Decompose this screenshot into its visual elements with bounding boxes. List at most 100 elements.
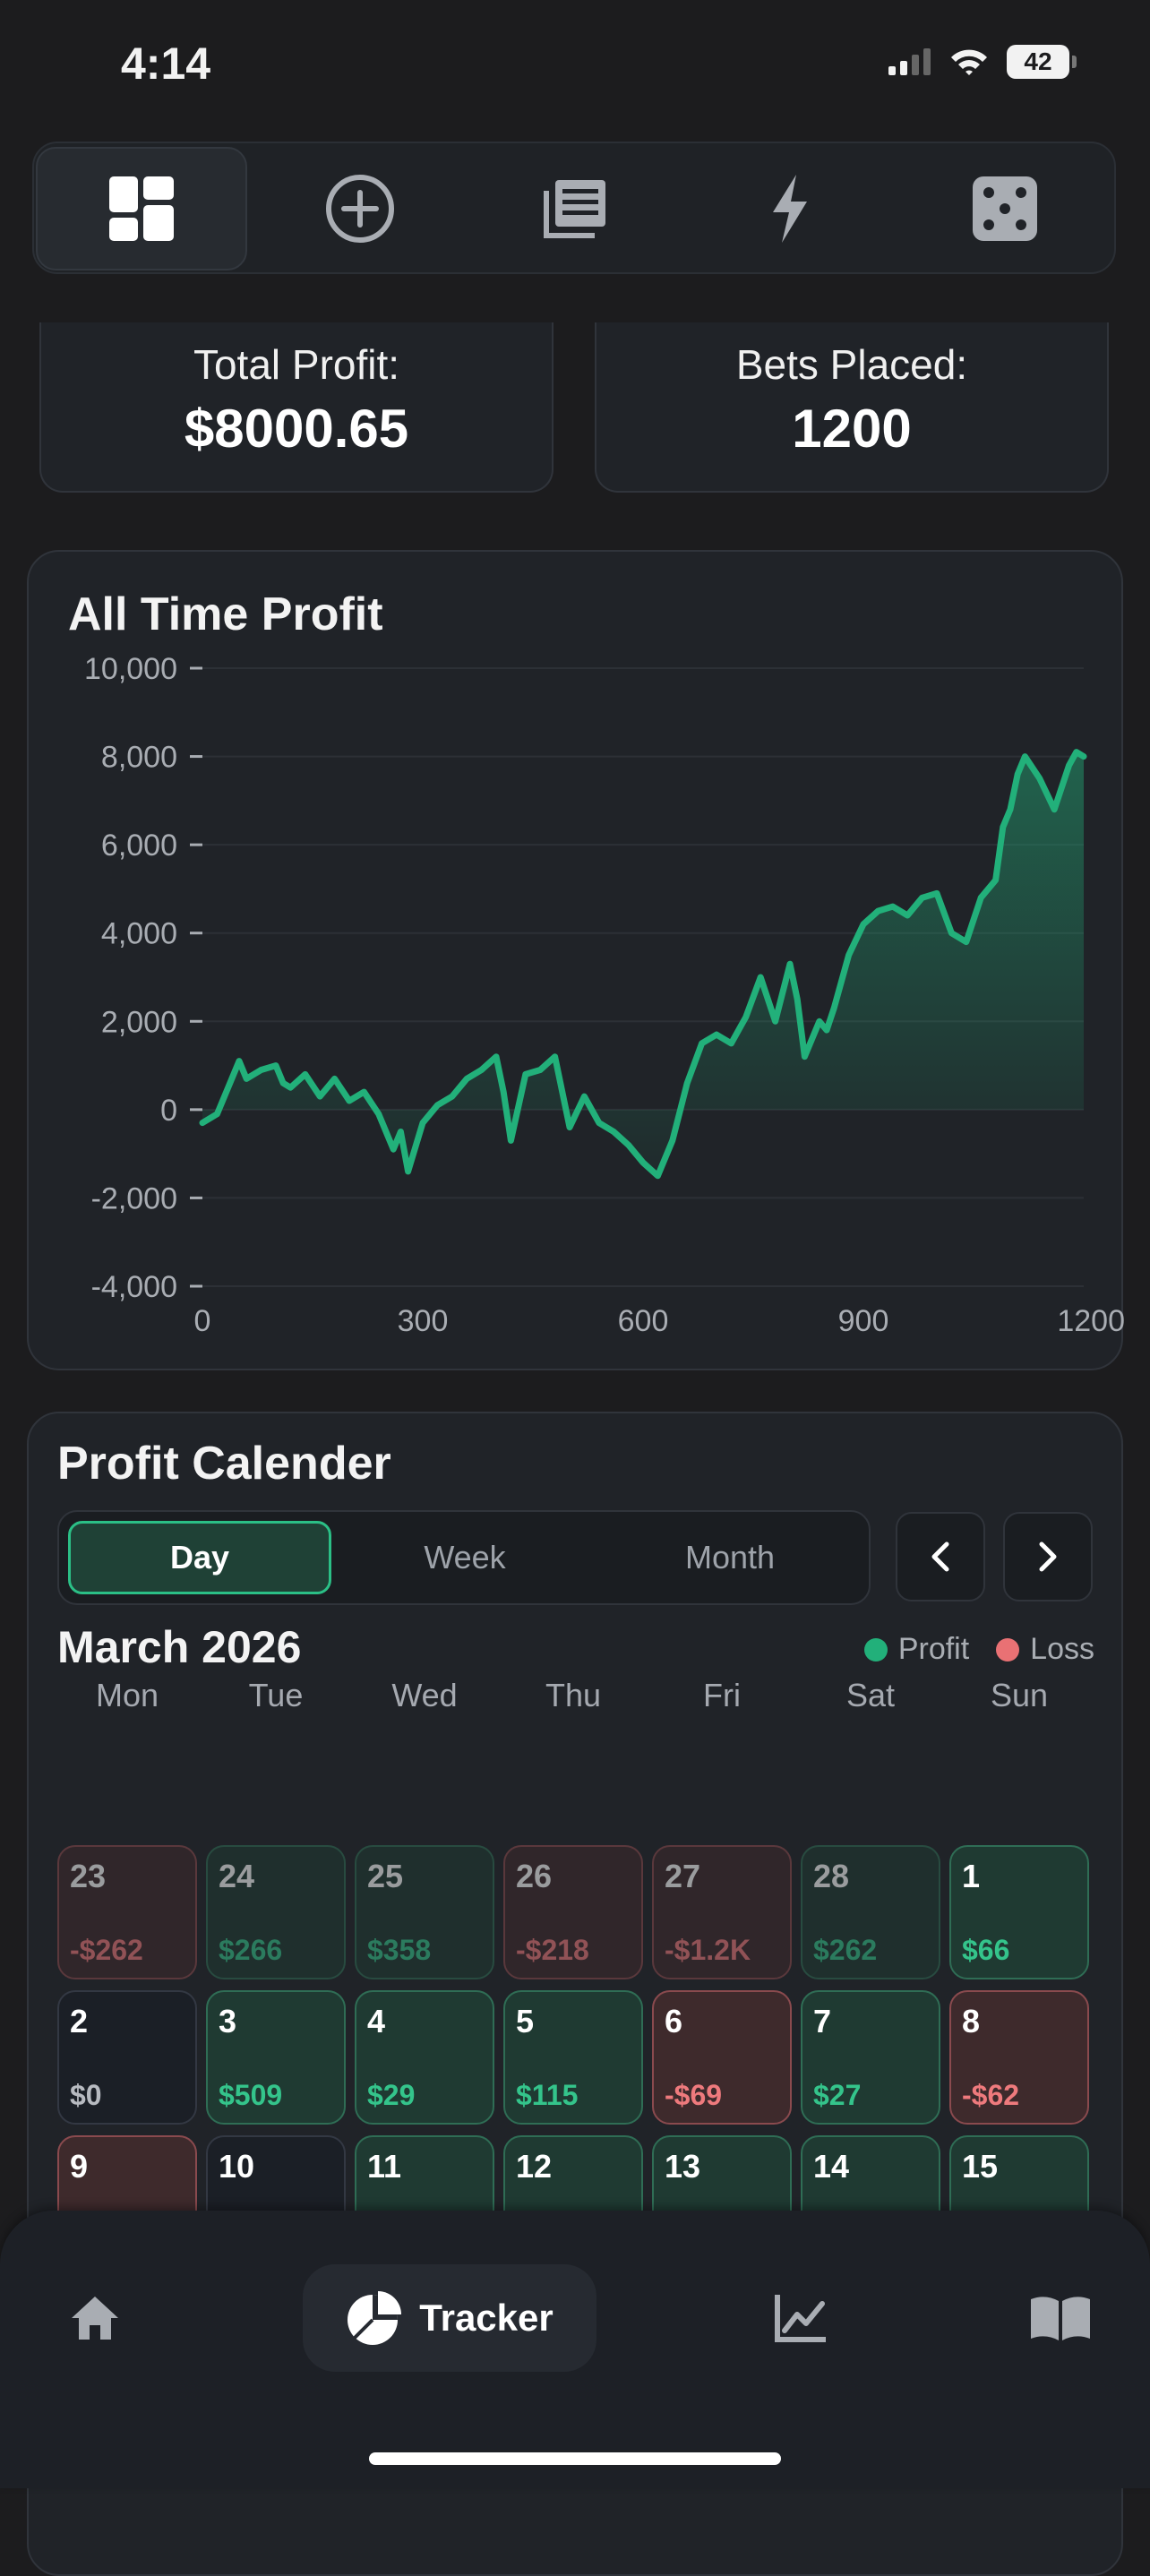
total-profit-card: Total Profit: $8000.65 xyxy=(39,322,554,493)
tracker-label: Tracker xyxy=(419,2297,554,2339)
x-tick-label: 900 xyxy=(838,1304,889,1338)
calendar-day[interactable]: 6 -$69 xyxy=(652,1990,792,2125)
tab-month[interactable]: Month xyxy=(684,1539,776,1576)
weekday-label: Mon xyxy=(95,1677,159,1713)
top-nav-lightning[interactable] xyxy=(684,147,896,270)
add-circle-icon xyxy=(326,175,394,243)
profit-chart-card: All Time Profit 10,000 8,000 6,000 4,000 2,0… xyxy=(27,550,1125,1370)
x-tick-label: 1200 xyxy=(1057,1304,1125,1338)
day-number: 11 xyxy=(367,2148,402,2185)
day-value: $262 xyxy=(813,1934,878,1966)
day-value: -$1.2K xyxy=(665,1934,751,1966)
day-number: 2 xyxy=(70,2003,89,2039)
series-line xyxy=(199,749,1087,1180)
day-number: 26 xyxy=(516,1858,553,1894)
weekday-label: Thu xyxy=(545,1677,602,1713)
day-number: 13 xyxy=(665,2148,701,2185)
top-nav-add[interactable] xyxy=(254,147,466,270)
day-number: 4 xyxy=(367,2003,386,2039)
y-tick-label: 8,000 xyxy=(101,741,177,775)
prev-month-button[interactable] xyxy=(896,1512,985,1601)
y-tick-label: -2,000 xyxy=(91,1181,177,1215)
day-number: 1 xyxy=(962,1858,981,1894)
x-tick-label: 0 xyxy=(194,1304,211,1338)
calendar-day[interactable]: 24 $266 xyxy=(206,1845,346,1979)
calendar-legend: Profit Loss xyxy=(863,1632,1094,1667)
lightning-icon xyxy=(773,175,807,243)
calendar-day[interactable]: 8 -$62 xyxy=(949,1990,1089,2125)
line-chart-icon xyxy=(775,2295,826,2342)
calendar-day[interactable]: 1 $66 xyxy=(949,1845,1089,1979)
chart-title: All Time Profit xyxy=(68,588,383,640)
profit-chart: 10,000 8,000 6,000 4,000 2,000 0 -2,000 -4,000 0… xyxy=(84,652,1125,1338)
day-value: $358 xyxy=(367,1934,432,1966)
wifi-icon xyxy=(951,49,987,75)
top-nav-dice[interactable] xyxy=(899,147,1111,270)
y-tick-label: 10,000 xyxy=(84,652,177,686)
day-number: 28 xyxy=(813,1858,850,1894)
calendar-day[interactable]: 7 $27 xyxy=(801,1990,940,2125)
bets-placed-value: 1200 xyxy=(792,399,912,459)
calendar-day[interactable]: 23 -$262 xyxy=(57,1845,197,1979)
calendar-day[interactable]: 3 $509 xyxy=(206,1990,346,2125)
calendar-day[interactable]: 26 -$218 xyxy=(503,1845,643,1979)
top-nav xyxy=(32,142,1116,274)
bets-placed-card: Bets Placed: 1200 xyxy=(595,322,1109,493)
day-number: 15 xyxy=(962,2148,999,2185)
day-number: 5 xyxy=(516,2003,535,2039)
y-tick-label: 2,000 xyxy=(101,1005,177,1039)
calendar-day[interactable]: 28 $262 xyxy=(801,1845,940,1979)
home-indicator xyxy=(369,2452,781,2465)
day-number: 14 xyxy=(813,2148,850,2185)
calendar-day[interactable]: 4 $29 xyxy=(355,1990,494,2125)
calendar-day[interactable]: 27 -$1.2K xyxy=(652,1845,792,1979)
day-value: $0 xyxy=(70,2079,102,2111)
total-profit-label: Total Profit: xyxy=(193,341,400,388)
x-tick-label: 600 xyxy=(618,1304,669,1338)
status-icons: 42 xyxy=(888,45,1077,79)
tab-week[interactable]: Week xyxy=(424,1539,506,1576)
day-number: 6 xyxy=(665,2003,683,2039)
news-icon xyxy=(544,180,605,238)
profit-legend-dot xyxy=(863,1637,888,1662)
day-number: 3 xyxy=(219,2003,237,2039)
calendar-day[interactable]: 2 $0 xyxy=(57,1990,197,2125)
y-tick-label: 6,000 xyxy=(101,829,177,863)
home-icon xyxy=(72,2297,118,2340)
top-nav-news[interactable] xyxy=(469,147,681,270)
day-number: 12 xyxy=(516,2148,553,2185)
book-icon xyxy=(1031,2297,1090,2340)
bottom-nav-home[interactable] xyxy=(36,2264,154,2372)
next-month-button[interactable] xyxy=(1003,1512,1093,1601)
day-number: 8 xyxy=(962,2003,981,2039)
bottom-nav-learn[interactable] xyxy=(1001,2264,1120,2372)
y-tick-label: -4,000 xyxy=(91,1270,177,1304)
series-area xyxy=(202,751,1084,1176)
day-value: $115 xyxy=(516,2079,579,2111)
chevron-left-icon xyxy=(931,1541,949,1572)
bets-placed-label: Bets Placed: xyxy=(735,341,968,388)
weekday-label: Sun xyxy=(990,1677,1049,1713)
day-value: -$69 xyxy=(665,2079,723,2111)
day-value: $27 xyxy=(813,2079,862,2111)
calendar-day[interactable]: 5 $115 xyxy=(503,1990,643,2125)
day-number: 25 xyxy=(367,1858,404,1894)
profit-legend-label: Profit xyxy=(897,1632,970,1666)
total-profit-value: $8000.65 xyxy=(184,399,409,459)
day-value: $66 xyxy=(962,1934,1010,1966)
bottom-nav-stats[interactable] xyxy=(742,2264,860,2372)
y-tick-label: 0 xyxy=(160,1094,177,1128)
day-number: 10 xyxy=(219,2148,255,2185)
status-time: 4:14 xyxy=(121,39,211,89)
calendar-month: March 2026 xyxy=(57,1622,302,1672)
calendar-day[interactable]: 25 $358 xyxy=(355,1845,494,1979)
top-nav-dashboard[interactable] xyxy=(36,147,247,270)
bottom-nav-tracker[interactable]: Tracker xyxy=(303,2264,596,2372)
day-value: $266 xyxy=(219,1934,283,1966)
period-segmented-control: Day Week Month xyxy=(57,1510,871,1605)
day-value: -$62 xyxy=(962,2079,1020,2111)
tab-day[interactable]: Day xyxy=(68,1521,331,1594)
bottom-nav: Tracker xyxy=(0,2211,1150,2488)
signal-icon xyxy=(888,48,931,75)
day-number: 9 xyxy=(70,2148,89,2185)
